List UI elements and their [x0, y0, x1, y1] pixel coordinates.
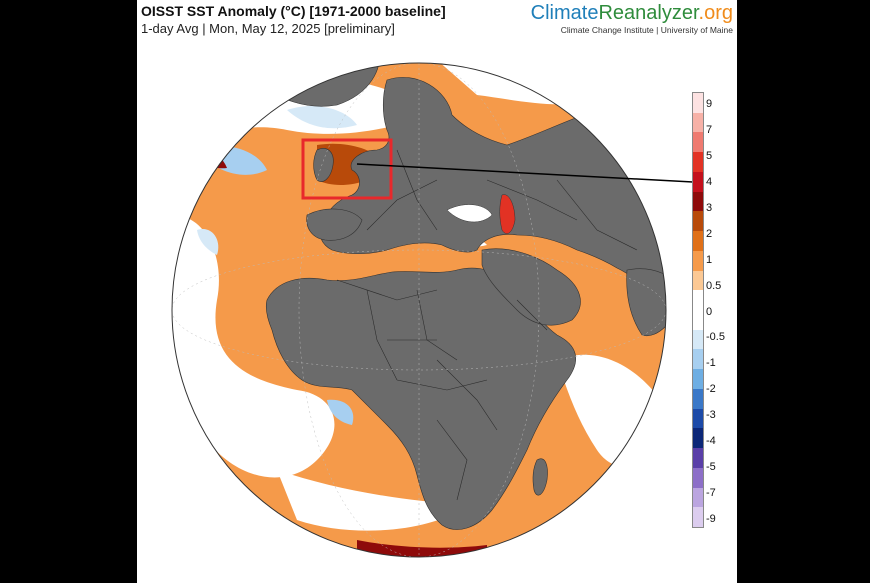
legend-swatch [693, 290, 703, 311]
ocean-hot-patch [192, 148, 227, 169]
ocean-cool-patch [327, 399, 354, 425]
legend-swatch [693, 388, 703, 410]
ocean-neutral-patch [172, 215, 335, 478]
ocean-neutral-patch [277, 470, 467, 531]
legend-swatch [693, 310, 703, 331]
highlight-box [301, 138, 393, 200]
ocean-cool-patch [287, 105, 357, 129]
legend-tick-label: 4 [706, 175, 713, 188]
land-south-america [172, 378, 183, 421]
land-africa [265, 267, 576, 530]
legend-tick-label: -1 [706, 357, 716, 370]
legend-tick-label: 2 [706, 227, 713, 240]
legend-swatch [693, 448, 703, 469]
legend-tick-label: 0.5 [706, 279, 722, 292]
map-title: OISST SST Anomaly (°C) [1971-2000 baseli… [141, 3, 446, 19]
legend-swatch [693, 428, 703, 449]
legend-swatch [693, 507, 703, 528]
legend-tick-label: 3 [706, 201, 713, 214]
brand-part-reanalyzer: Reanalyzer [598, 2, 699, 24]
legend-swatch [693, 408, 703, 429]
land-madagascar [532, 458, 548, 496]
color-legend [692, 92, 704, 528]
legend-swatch [693, 112, 703, 133]
brand-part-climate: Climate [530, 2, 599, 24]
map-panel: OISST SST Anomaly (°C) [1971-2000 baseli… [137, 0, 737, 583]
legend-swatch [693, 171, 703, 193]
pointer-line [356, 163, 694, 183]
legend-tick-label: -9 [706, 513, 716, 525]
legend-swatch [693, 191, 703, 212]
legend-swatch [693, 231, 703, 252]
legend-swatch [693, 152, 703, 173]
legend-swatch [693, 270, 703, 291]
legend-tick-label: 0 [706, 305, 713, 318]
legend-swatch [693, 93, 703, 114]
ocean-cold-patch [199, 159, 212, 170]
legend-tick-label: -7 [706, 487, 716, 500]
legend-tick-label: 1 [706, 253, 713, 266]
black-sea [446, 204, 493, 223]
legend-tick-label: 9 [706, 98, 713, 110]
legend-tick-label: 7 [706, 123, 713, 136]
legend-tick-label: -4 [706, 435, 716, 448]
globe-map [171, 62, 694, 558]
globe-outline [171, 62, 667, 558]
caspian-sea [499, 194, 516, 234]
legend-swatch [693, 211, 703, 232]
legend-tick-label: 5 [706, 149, 713, 162]
legend-swatch [693, 369, 703, 390]
ocean-cool-patch [197, 229, 219, 255]
legend-swatch [693, 132, 703, 153]
map-subtitle: 1-day Avg | Mon, May 12, 2025 [prelimina… [141, 21, 395, 36]
brand-tagline: Climate Change Institute | University of… [560, 25, 733, 35]
graticule [172, 63, 666, 557]
legend-tick-label: -2 [706, 383, 716, 396]
brand-part-org: .org [698, 2, 733, 24]
legend-tick-label: -3 [706, 409, 716, 422]
land-iberia [306, 208, 363, 241]
legend-swatch [693, 487, 703, 508]
legend-swatch [693, 329, 703, 350]
land-british-isles [313, 148, 334, 182]
legend-swatch [693, 349, 703, 370]
legend-tick-label: -5 [706, 461, 716, 474]
legend-swatch [693, 250, 703, 272]
legend-tick-label: -0.5 [706, 331, 725, 344]
brand-logo: ClimateReanalyzer.org Climate Change Ins… [531, 2, 733, 35]
legend-swatch [693, 467, 703, 489]
